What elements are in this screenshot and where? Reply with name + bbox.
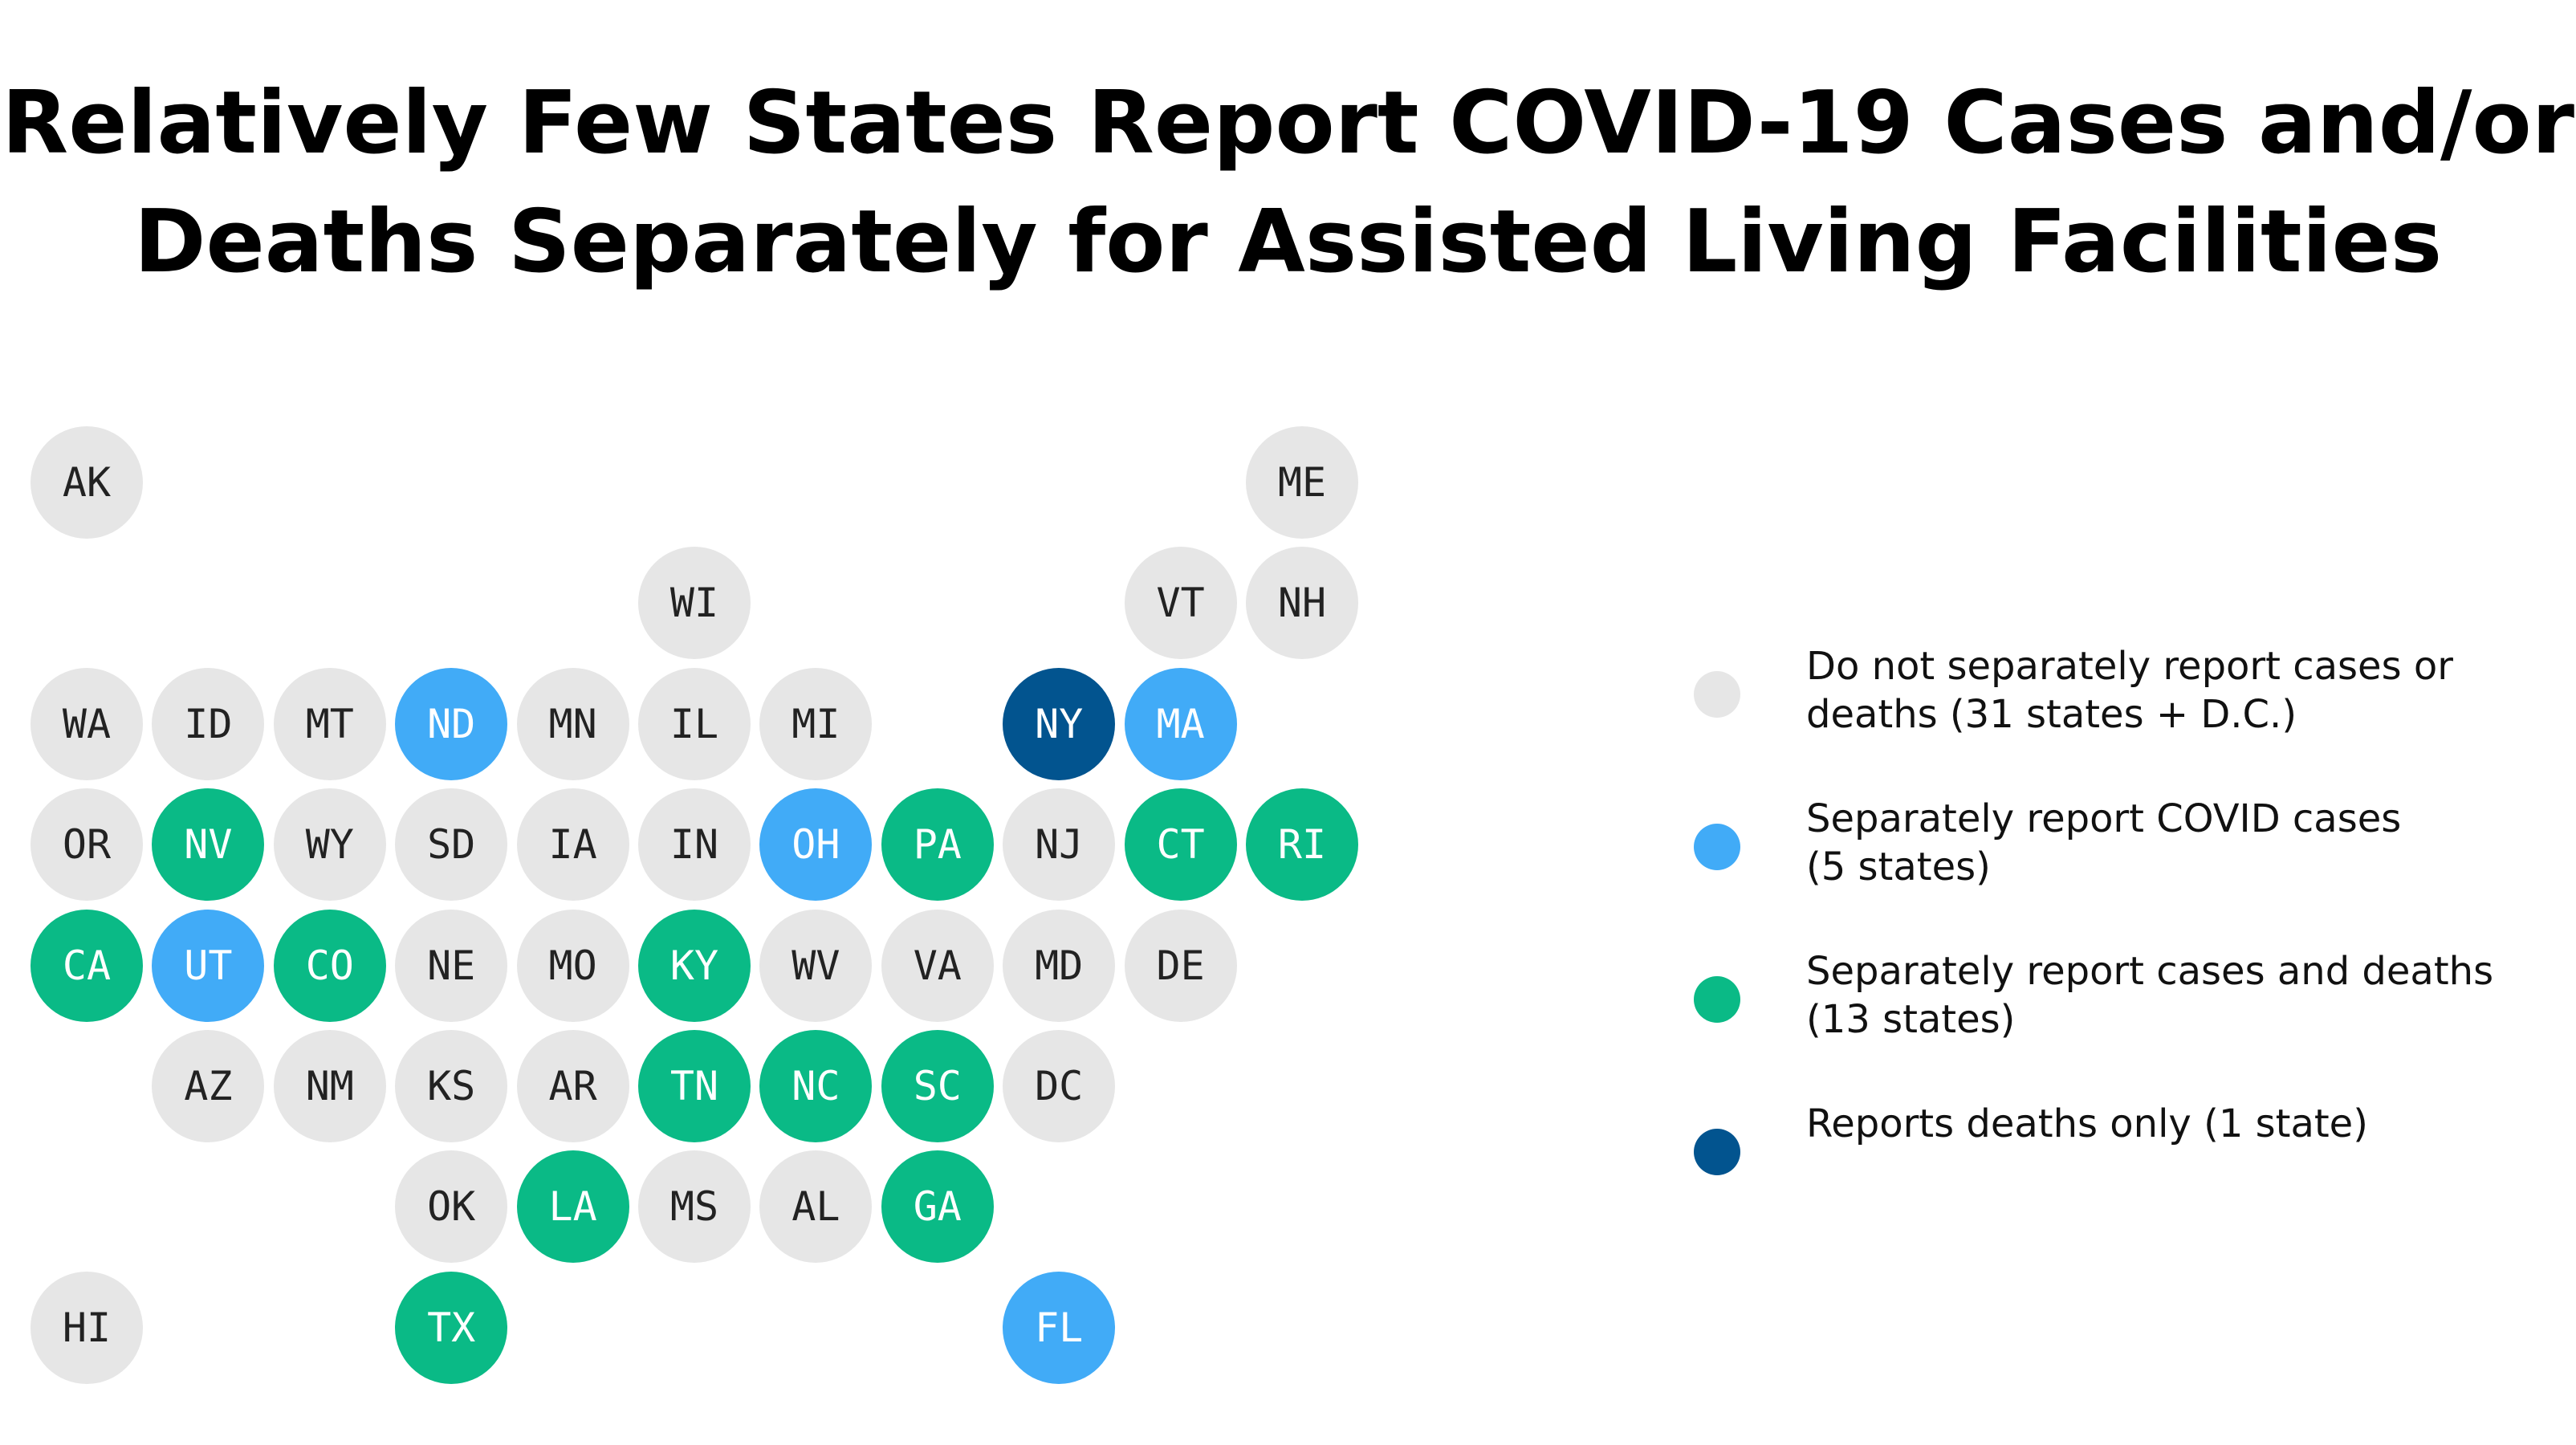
state-ok: OK <box>395 1150 508 1264</box>
state-de: DE <box>1124 909 1237 1022</box>
chart-title: Relatively Few States Report COVID-19 Ca… <box>0 64 2576 302</box>
state-co: CO <box>273 909 386 1022</box>
state-dc: DC <box>1003 1030 1116 1142</box>
state-nd: ND <box>395 667 508 780</box>
state-sd: SD <box>395 788 508 902</box>
state-oh: OH <box>759 788 873 902</box>
state-hi: HI <box>31 1271 143 1384</box>
state-mn: MN <box>516 667 629 780</box>
state-id: ID <box>152 667 265 780</box>
state-ma: MA <box>1124 667 1237 780</box>
legend-swatch <box>1694 976 1740 1023</box>
state-ar: AR <box>516 1030 629 1142</box>
state-ga: GA <box>881 1150 994 1264</box>
legend-swatch <box>1694 1129 1740 1175</box>
state-wi: WI <box>638 547 751 660</box>
state-va: VA <box>881 909 994 1022</box>
state-md: MD <box>1003 909 1116 1022</box>
state-vt: VT <box>1124 547 1237 660</box>
state-pa: PA <box>881 788 994 902</box>
legend-label: Separately report cases and deaths (13 s… <box>1806 949 2494 1042</box>
legend-label: Separately report COVID cases (5 states) <box>1806 796 2402 889</box>
state-nm: NM <box>273 1030 386 1142</box>
state-ky: KY <box>638 909 751 1022</box>
state-ms: MS <box>638 1150 751 1264</box>
state-wy: WY <box>273 788 386 902</box>
state-ak: AK <box>31 426 143 539</box>
state-wv: WV <box>759 909 873 1022</box>
state-me: ME <box>1246 426 1358 539</box>
state-ks: KS <box>395 1030 508 1142</box>
state-tn: TN <box>638 1030 751 1142</box>
legend-label: Reports deaths only (1 state) <box>1806 1101 2368 1146</box>
legend-label: Do not separately report cases or deaths… <box>1806 644 2453 737</box>
state-la: LA <box>516 1150 629 1264</box>
state-nj: NJ <box>1003 788 1116 902</box>
state-ia: IA <box>516 788 629 902</box>
tile-map: AK ME WI VT NH WA ID MT ND MN IL MI NY MA OR NV WY SD IA IN… <box>31 426 1358 1384</box>
state-ny: NY <box>1003 667 1116 780</box>
state-tx: TX <box>395 1271 508 1384</box>
state-ct: CT <box>1124 788 1237 902</box>
state-nc: NC <box>759 1030 873 1142</box>
state-fl: FL <box>1003 1271 1116 1384</box>
state-wa: WA <box>31 667 143 780</box>
state-ca: CA <box>31 909 143 1022</box>
state-sc: SC <box>881 1030 994 1142</box>
state-or: OR <box>31 788 143 902</box>
state-mt: MT <box>273 667 386 780</box>
state-mo: MO <box>516 909 629 1022</box>
state-al: AL <box>759 1150 873 1264</box>
state-nv: NV <box>152 788 265 902</box>
state-nh: NH <box>1246 547 1358 660</box>
state-ri: RI <box>1246 788 1358 902</box>
state-ne: NE <box>395 909 508 1022</box>
legend-swatch <box>1694 671 1740 718</box>
state-az: AZ <box>152 1030 265 1142</box>
state-ut: UT <box>152 909 265 1022</box>
legend-swatch <box>1694 824 1740 870</box>
title-line-1: Relatively Few States Report COVID-19 Ca… <box>2 73 2574 173</box>
state-il: IL <box>638 667 751 780</box>
state-in: IN <box>638 788 751 902</box>
state-mi: MI <box>759 667 873 780</box>
title-line-2: Deaths Separately for Assisted Living Fa… <box>133 192 2443 292</box>
